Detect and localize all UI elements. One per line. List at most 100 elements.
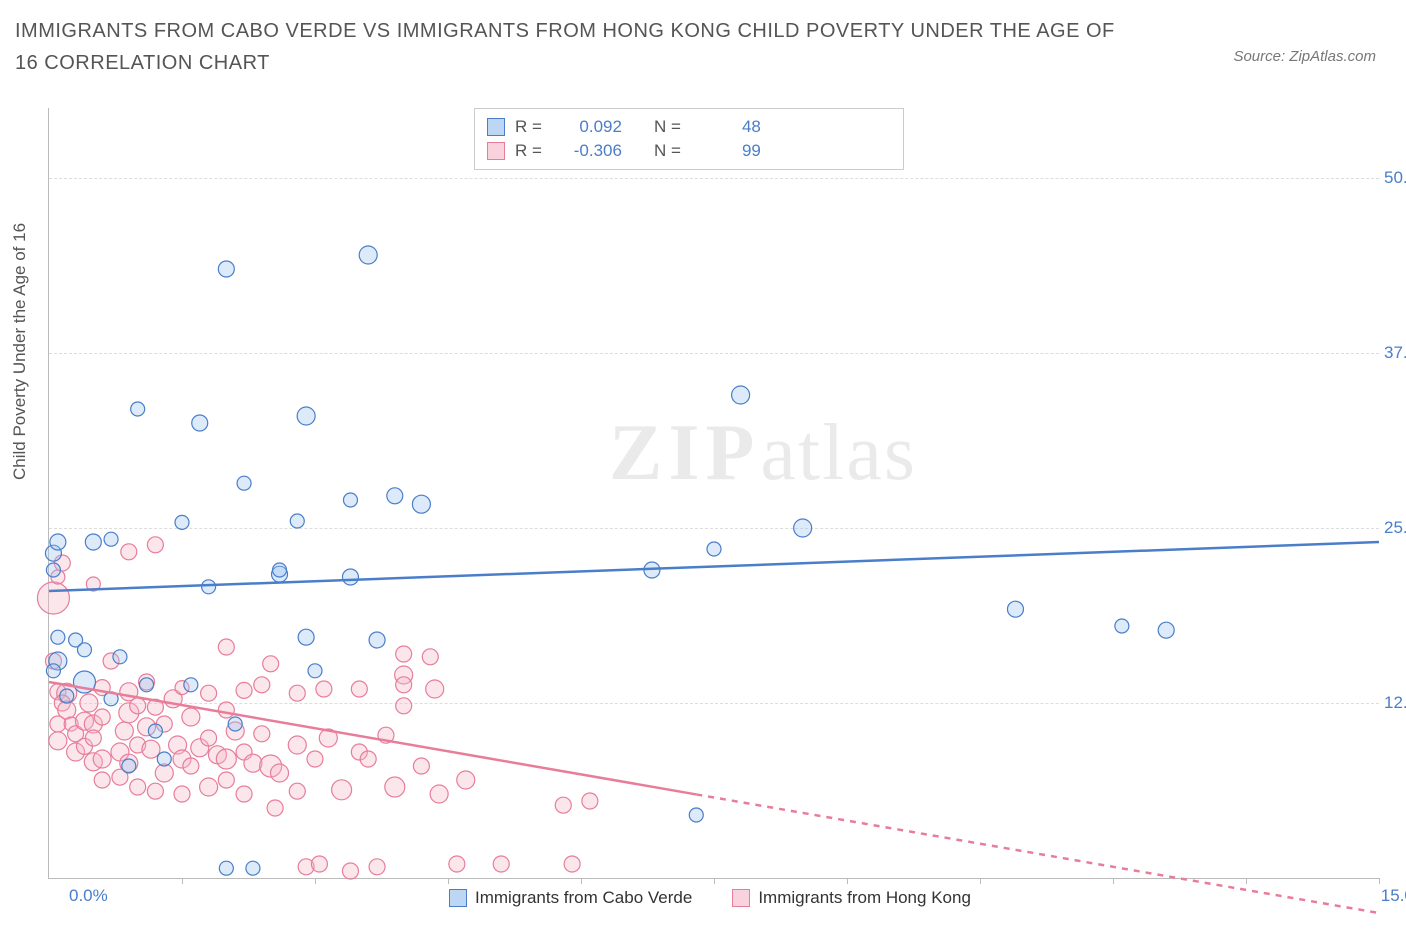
data-point-cabo: [732, 386, 750, 404]
data-point-cabo: [218, 261, 234, 277]
data-point-hk: [115, 722, 133, 740]
x-tick: [714, 878, 715, 884]
data-point-hk: [396, 698, 412, 714]
data-point-cabo: [50, 534, 66, 550]
legend-label-cabo: Immigrants from Cabo Verde: [475, 888, 692, 908]
x-tick: [847, 878, 848, 884]
data-point-hk: [49, 732, 67, 750]
data-point-hk: [182, 708, 200, 726]
data-point-hk: [85, 730, 101, 746]
data-point-hk: [288, 736, 306, 754]
data-point-cabo: [359, 246, 377, 264]
data-point-hk: [360, 751, 376, 767]
data-point-cabo: [237, 476, 251, 490]
data-point-cabo: [46, 664, 60, 678]
data-point-cabo: [202, 580, 216, 594]
data-point-cabo: [246, 861, 260, 875]
data-point-hk: [422, 649, 438, 665]
data-point-cabo: [308, 664, 322, 678]
data-point-hk: [307, 751, 323, 767]
data-point-cabo: [60, 689, 74, 703]
data-point-hk: [174, 786, 190, 802]
data-point-cabo: [131, 402, 145, 416]
data-point-hk: [267, 800, 283, 816]
data-point-cabo: [46, 563, 60, 577]
n-label: N =: [654, 117, 681, 137]
trend-line-hk: [49, 682, 696, 794]
data-point-hk: [216, 749, 236, 769]
data-point-hk: [254, 726, 270, 742]
data-point-hk: [236, 786, 252, 802]
data-point-cabo: [387, 488, 403, 504]
data-point-cabo: [297, 407, 315, 425]
data-point-hk: [289, 783, 305, 799]
x-tick: [448, 878, 449, 884]
x-tick: [1379, 878, 1380, 884]
data-point-hk: [94, 709, 110, 725]
data-point-hk: [457, 771, 475, 789]
data-point-hk: [385, 777, 405, 797]
data-point-hk: [254, 677, 270, 693]
data-point-hk: [426, 680, 444, 698]
data-point-hk: [332, 780, 352, 800]
data-point-hk: [342, 863, 358, 879]
swatch-hk: [487, 142, 505, 160]
data-point-cabo: [148, 724, 162, 738]
data-point-cabo: [290, 514, 304, 528]
y-tick-label: 37.5%: [1384, 343, 1406, 363]
swatch-cabo-icon: [449, 889, 467, 907]
n-value-cabo: 48: [691, 117, 761, 137]
data-point-hk: [147, 783, 163, 799]
data-point-hk: [263, 656, 279, 672]
data-point-hk: [147, 537, 163, 553]
data-point-cabo: [219, 861, 233, 875]
data-point-hk: [50, 716, 66, 732]
series-legend: Immigrants from Cabo Verde Immigrants fr…: [449, 888, 971, 908]
data-point-cabo: [51, 630, 65, 644]
data-point-hk: [396, 646, 412, 662]
data-point-cabo: [77, 643, 91, 657]
data-point-hk: [396, 677, 412, 693]
n-value-hk: 99: [691, 141, 761, 161]
x-tick: [581, 878, 582, 884]
stats-row-hk: R = -0.306 N = 99: [487, 139, 891, 163]
data-point-cabo: [794, 519, 812, 537]
data-point-hk: [201, 730, 217, 746]
data-point-hk: [130, 779, 146, 795]
data-point-hk: [564, 856, 580, 872]
data-point-cabo: [369, 632, 385, 648]
data-point-hk: [200, 778, 218, 796]
data-point-hk: [289, 685, 305, 701]
data-point-hk: [555, 797, 571, 813]
data-point-hk: [218, 772, 234, 788]
swatch-cabo: [487, 118, 505, 136]
x-max-label: 15.0%: [1381, 886, 1406, 906]
x-min-label: 0.0%: [69, 886, 108, 906]
data-point-hk: [121, 544, 137, 560]
data-point-hk: [155, 764, 173, 782]
data-point-cabo: [175, 515, 189, 529]
stats-legend: R = 0.092 N = 48 R = -0.306 N = 99: [474, 108, 904, 170]
data-point-cabo: [85, 534, 101, 550]
r-value-hk: -0.306: [552, 141, 622, 161]
data-point-cabo: [412, 495, 430, 513]
data-point-cabo: [342, 569, 358, 585]
data-point-hk: [316, 681, 332, 697]
data-point-hk: [236, 682, 252, 698]
data-point-hk: [94, 772, 110, 788]
data-point-cabo: [1115, 619, 1129, 633]
source-label: Source: ZipAtlas.com: [1233, 48, 1376, 65]
data-point-hk: [449, 856, 465, 872]
data-point-hk: [244, 754, 262, 772]
x-tick: [980, 878, 981, 884]
r-value-cabo: 0.092: [552, 117, 622, 137]
data-point-cabo: [1158, 622, 1174, 638]
data-point-cabo: [184, 678, 198, 692]
swatch-hk-icon: [732, 889, 750, 907]
watermark: ZIPatlas: [609, 408, 917, 499]
x-tick: [182, 878, 183, 884]
y-axis-label: Child Poverty Under the Age of 16: [10, 223, 30, 480]
chart-title: IMMIGRANTS FROM CABO VERDE VS IMMIGRANTS…: [15, 15, 1115, 79]
data-point-hk: [130, 698, 146, 714]
data-point-hk: [271, 764, 289, 782]
